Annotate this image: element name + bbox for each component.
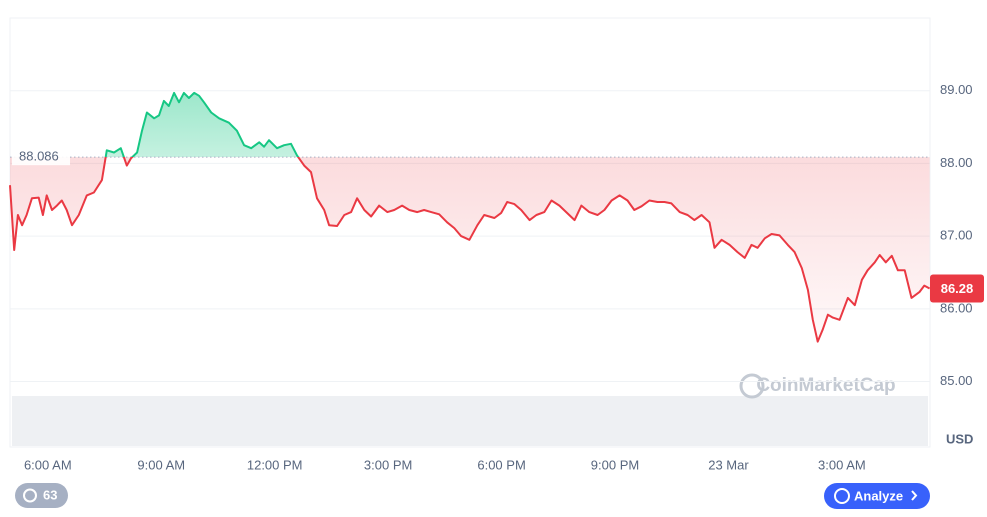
badge-count: 63	[43, 487, 57, 502]
clock-icon	[23, 488, 37, 503]
history-badge[interactable]	[15, 483, 68, 508]
x-tick-label: 9:00 AM	[137, 457, 185, 472]
analyze-button[interactable]	[824, 483, 930, 509]
x-tick-label: 3:00 PM	[364, 457, 412, 472]
y-tick-label: 89.00	[940, 82, 973, 97]
price-area	[10, 92, 930, 342]
x-tick-label: 6:00 PM	[477, 457, 525, 472]
plot: 85.00 86.00 87.00 88.00 89.00 6:00 AM 9:00 AM 1…	[9, 82, 984, 472]
watermark: CoinMarketCap	[756, 375, 895, 396]
price-tag	[930, 274, 984, 303]
volume-band	[12, 396, 928, 446]
y-tick-label: 86.00	[940, 300, 973, 315]
price-line	[9, 91, 931, 343]
y-tick-label: 85.00	[940, 373, 973, 388]
plot-frame	[9, 17, 931, 448]
reference-label-bg	[12, 147, 70, 166]
x-tick-label: 9:00 PM	[591, 457, 639, 472]
y-tick-label: 87.00	[940, 228, 973, 243]
chevron	[911, 490, 918, 501]
currency-label: USD	[946, 431, 973, 446]
watermark-logo	[739, 373, 765, 399]
x-tick-label: 6:00 AM	[24, 457, 72, 472]
analyze-label[interactable]: Analyze	[854, 488, 903, 503]
analyze-icon	[834, 488, 850, 504]
x-tick-label: 3:00 AM	[818, 457, 866, 472]
x-tick-label: 23 Mar	[708, 457, 749, 472]
price-tag-label: 86.28	[941, 281, 974, 296]
y-tick-label: 88.00	[940, 155, 973, 170]
x-tick-label: 12:00 PM	[247, 457, 303, 472]
reference-label: 88.086	[19, 149, 59, 164]
